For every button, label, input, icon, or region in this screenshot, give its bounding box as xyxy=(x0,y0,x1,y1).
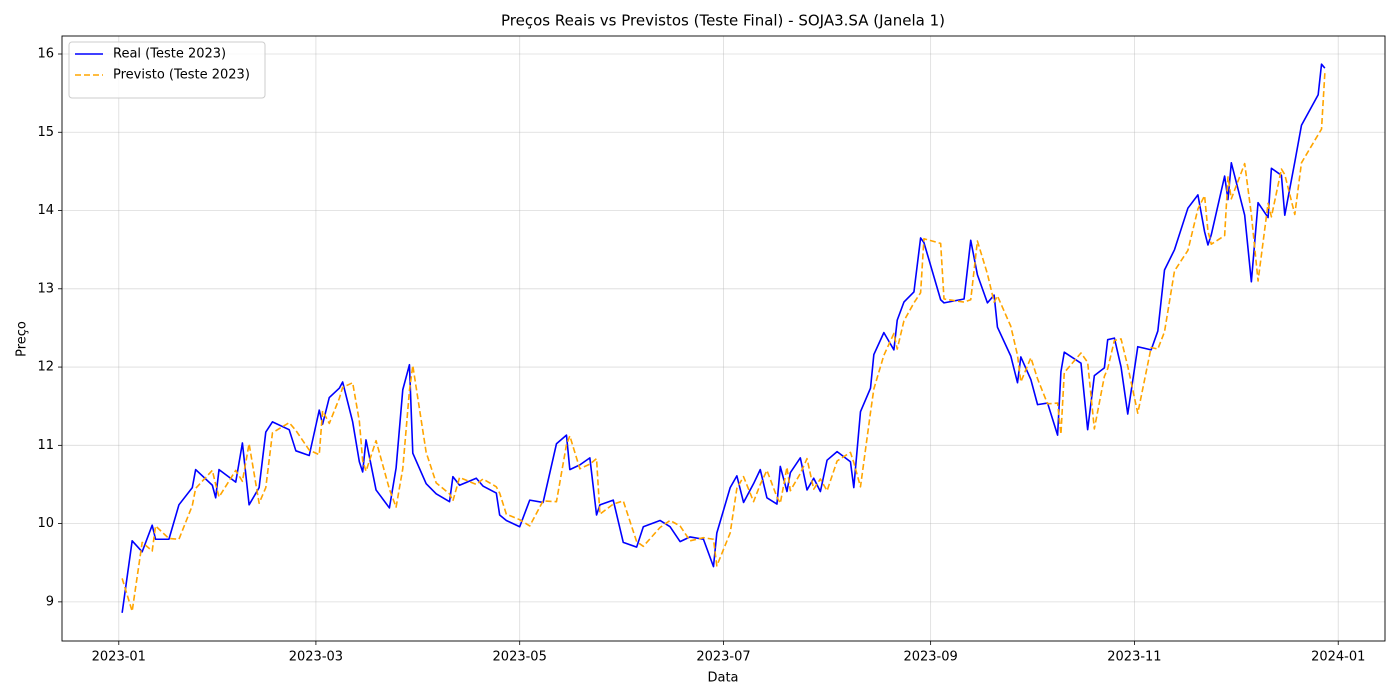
y-tick-label: 10 xyxy=(37,516,54,531)
data-line xyxy=(121,63,1326,613)
data-line xyxy=(121,72,1326,613)
x-tick-label: 2023-05 xyxy=(493,650,547,665)
legend: Real (Teste 2023) Previsto (Teste 2023) xyxy=(68,41,266,99)
x-tick-label: 2023-09 xyxy=(903,650,957,665)
x-axis-label: Data xyxy=(707,671,738,686)
x-tick-label: 2024-01 xyxy=(1311,650,1365,665)
legend-box xyxy=(68,41,266,99)
y-tick-label: 12 xyxy=(37,360,54,375)
plot-frame xyxy=(61,35,1386,642)
legend-label: Real (Teste 2023) xyxy=(113,47,226,62)
x-tick-label: 2023-01 xyxy=(92,650,146,665)
legend-label: Previsto (Teste 2023) xyxy=(113,68,250,83)
y-tick-label: 13 xyxy=(37,281,54,296)
y-tick-label: 9 xyxy=(46,594,54,609)
y-tick-label: 14 xyxy=(37,203,54,218)
x-tick-label: 2023-11 xyxy=(1107,650,1161,665)
x-tick-label: 2023-07 xyxy=(696,650,750,665)
y-tick-label: 15 xyxy=(37,125,54,140)
chart-title: Preços Reais vs Previstos (Teste Final) … xyxy=(501,12,945,30)
y-axis-label: Preço xyxy=(15,321,30,357)
x-tick-label: 2023-03 xyxy=(289,650,343,665)
y-tick-label: 11 xyxy=(37,438,54,453)
y-tick-label: 16 xyxy=(37,47,54,62)
